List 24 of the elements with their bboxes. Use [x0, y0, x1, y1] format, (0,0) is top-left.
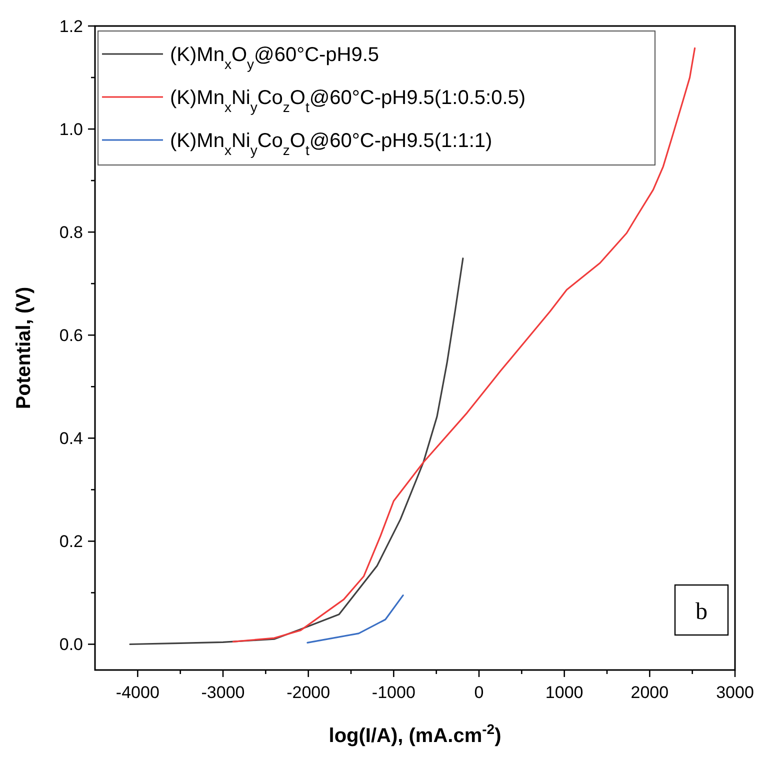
- x-axis-title: log(I/A), (mA.cm$^{-2}$): [328, 721, 502, 747]
- annotation: b: [696, 599, 708, 625]
- line-series: [306, 594, 404, 644]
- y-tick-label: 0.0: [59, 635, 83, 654]
- y-tick-label: 0.6: [59, 326, 83, 346]
- x-tick-label: 2000: [630, 683, 669, 702]
- x-tick-label: 1000: [545, 683, 584, 702]
- y-tick-label: 0.8: [59, 223, 83, 242]
- line-series: [232, 47, 696, 642]
- x-tick-label: 3000: [716, 683, 754, 702]
- legend-label: (K)Mn$_{x}$O$_{y}$@60°C-pH9.5: [170, 44, 380, 72]
- y-tick-label: 0.2: [59, 532, 83, 552]
- x-tick-label: -2000: [286, 683, 330, 702]
- x-tick-label: 0: [474, 683, 484, 702]
- x-tick-label: -4000: [116, 683, 160, 702]
- text: (K)Mn$_{x}$Ni$_{y}$Co$_{z}$O$_{t}$@60°C-pH9.5(1:0.5:0.5): [170, 87, 526, 115]
- y-axis-title: Potential, (V): [13, 286, 35, 410]
- y-tick-label: 0.4: [59, 429, 83, 448]
- x-tick-label: -3000: [201, 683, 245, 702]
- line-series: [129, 258, 464, 646]
- y-tick-label: 1.2: [59, 17, 83, 36]
- text: (K)Mn$_{x}$Ni$_{y}$Co$_{z}$O$_{t}$@60°C-pH9.5(1:1:1): [170, 130, 492, 158]
- y-tick-label: 1.0: [59, 120, 83, 140]
- x-tick-label: -1000: [372, 683, 416, 702]
